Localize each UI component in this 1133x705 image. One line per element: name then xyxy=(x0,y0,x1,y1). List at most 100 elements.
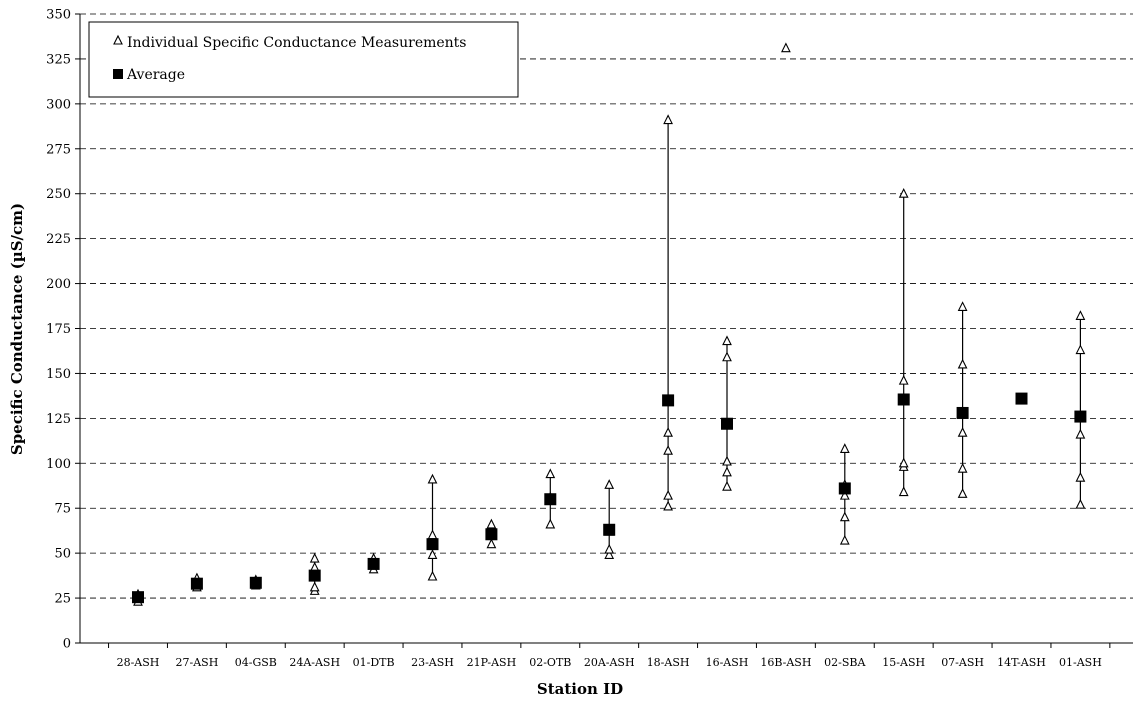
measurement-point xyxy=(427,570,438,581)
y-tick-label: 225 xyxy=(46,232,71,247)
measurement-point xyxy=(957,358,968,369)
average-point xyxy=(426,538,439,551)
x-tick-label: 02-SBA xyxy=(824,656,866,669)
average-point xyxy=(956,406,969,419)
average-point xyxy=(190,577,203,590)
y-tick-label: 325 xyxy=(46,52,71,67)
y-tick-label: 175 xyxy=(46,322,71,337)
legend-square-icon xyxy=(113,69,123,79)
y-axis-title: Specific Conductance (µS/cm) xyxy=(8,203,26,455)
x-tick-label: 23-ASH xyxy=(411,656,454,669)
legend: Individual Specific Conductance Measurem… xyxy=(88,21,519,98)
average-point xyxy=(132,591,144,604)
y-tick-label: 50 xyxy=(54,547,71,562)
y-tick-label: 0 xyxy=(63,637,71,652)
measurement-point xyxy=(898,187,909,198)
measurement-point xyxy=(722,466,732,477)
x-tick-label: 14T-ASH xyxy=(997,656,1046,669)
x-tick-label: 01-DTB xyxy=(353,656,395,669)
measurement-point xyxy=(545,518,556,529)
data-marks xyxy=(132,42,1087,606)
measurement-point xyxy=(604,549,615,559)
measurement-point xyxy=(898,374,909,385)
measurement-point xyxy=(309,552,320,563)
x-tick-label: 18-ASH xyxy=(647,656,690,669)
x-tick-label: 21P-ASH xyxy=(467,656,517,669)
measurement-point xyxy=(486,538,497,549)
measurement-point xyxy=(898,486,909,497)
average-point xyxy=(249,576,262,589)
average-point xyxy=(544,493,557,506)
y-tick-label: 100 xyxy=(46,457,71,472)
measurement-point xyxy=(486,518,497,529)
x-axis-title: Station ID xyxy=(537,680,623,698)
x-tick-label: 02-OTB xyxy=(529,656,571,669)
measurement-point xyxy=(839,489,850,500)
y-tick-label: 275 xyxy=(46,142,71,157)
axis-layer: 0 25 50 75 100 125 150 175 200 225 250 275 300 325 350… xyxy=(46,8,1133,669)
measurement-point xyxy=(604,543,615,554)
average-point xyxy=(1074,410,1087,423)
legend-label-individual: Individual Specific Conductance Measurem… xyxy=(127,35,467,51)
x-tick-label: 15-ASH xyxy=(882,656,925,669)
average-point xyxy=(1015,392,1028,405)
grid-layer xyxy=(80,13,1133,599)
measurement-point xyxy=(663,444,673,455)
average-point xyxy=(662,394,675,407)
measurement-point xyxy=(545,468,556,479)
measurement-point xyxy=(604,479,615,489)
x-tick-label: 24A-ASH xyxy=(289,656,340,669)
measurement-point xyxy=(722,455,732,466)
average-point xyxy=(603,523,616,536)
y-tick-label: 25 xyxy=(54,592,71,607)
y-tick-label: 75 xyxy=(54,502,71,517)
measurement-point xyxy=(663,500,673,511)
measurement-point xyxy=(663,427,673,437)
y-tick-label: 350 xyxy=(46,8,71,23)
measurement-point xyxy=(722,480,732,491)
measurement-point xyxy=(1075,310,1086,320)
x-tick-label: 07-ASH xyxy=(941,656,984,669)
measurement-point xyxy=(957,301,968,311)
measurement-point xyxy=(957,488,968,498)
measurement-point xyxy=(1075,428,1086,439)
y-tick-label: 125 xyxy=(46,412,71,427)
average-point xyxy=(721,417,733,430)
measurement-point xyxy=(722,335,732,346)
x-tick-label: 20A-ASH xyxy=(584,656,635,669)
x-tick-label: 27-ASH xyxy=(176,656,219,669)
measurement-point xyxy=(839,534,850,545)
average-point xyxy=(308,569,321,582)
measurement-point xyxy=(839,443,850,453)
y-tick-label: 300 xyxy=(46,97,71,112)
average-point xyxy=(897,393,910,406)
x-tick-label: 16B-ASH xyxy=(760,656,811,669)
legend-box xyxy=(88,21,519,98)
measurement-point xyxy=(427,529,438,540)
y-tick-label: 250 xyxy=(46,187,71,202)
measurement-point xyxy=(663,489,673,500)
legend-label-average: Average xyxy=(126,67,185,83)
measurement-point xyxy=(427,473,438,484)
measurement-point xyxy=(898,457,909,468)
measurement-point xyxy=(1075,498,1086,509)
x-tick-label: 28-ASH xyxy=(117,656,160,669)
y-tick-label: 200 xyxy=(46,277,71,292)
average-point xyxy=(485,528,498,541)
y-tick-label: 150 xyxy=(46,367,71,382)
x-tick-label: 16-ASH xyxy=(706,656,749,669)
legend-triangle-icon xyxy=(113,34,123,45)
measurement-point xyxy=(309,581,320,592)
measurement-point xyxy=(781,42,791,53)
average-point xyxy=(838,482,851,495)
measurement-point xyxy=(957,427,968,437)
measurement-point xyxy=(427,549,438,559)
measurement-point xyxy=(839,511,850,522)
x-tick-label: 01-ASH xyxy=(1059,656,1102,669)
measurement-point xyxy=(663,114,673,125)
measurement-point xyxy=(1075,471,1086,482)
average-point xyxy=(367,557,380,570)
measurement-point xyxy=(1075,344,1086,355)
